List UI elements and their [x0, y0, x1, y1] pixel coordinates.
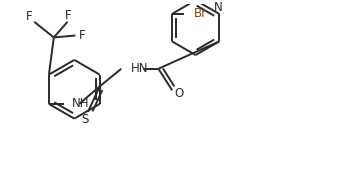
Text: S: S: [81, 113, 89, 126]
Text: NH: NH: [72, 97, 89, 110]
Text: Br: Br: [193, 7, 206, 21]
Text: O: O: [175, 87, 184, 100]
Text: F: F: [65, 10, 72, 22]
Text: HN: HN: [131, 62, 149, 75]
Text: F: F: [79, 29, 85, 42]
Text: N: N: [214, 1, 223, 14]
Text: F: F: [26, 10, 33, 23]
